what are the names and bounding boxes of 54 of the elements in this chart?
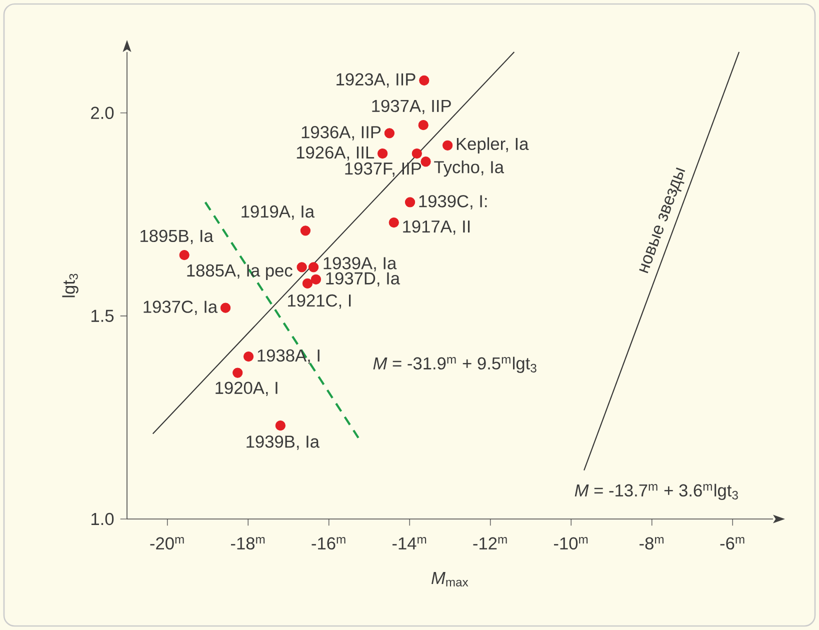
annotation: 1895B, Ia: [140, 230, 214, 244]
x-tick-label: -10$^{m}$: [554, 537, 588, 550]
x-tick-label: -6$^{m}$: [720, 537, 744, 550]
point: [418, 120, 428, 130]
annotation: 1920A, I: [216, 382, 278, 396]
point: [296, 262, 307, 272]
annotation: 1939A, Ia: [324, 257, 397, 272]
y-tick-label: 1.0: [92, 512, 114, 526]
annotation: 1885A, Ia pec: [187, 264, 292, 280]
annotation: M = -31.9$^{m}$ + 9.5$^{m}$lgt$_{3}$: [373, 356, 536, 373]
annotation: 1919A, Ia: [242, 205, 315, 220]
annotation: 1926A, IIL: [296, 146, 374, 161]
annotation: 1937C, Ia: [144, 300, 218, 315]
annotation: M = -13.7$^{m}$ + 3.6$^{m}$lgt$_{3}$: [574, 484, 738, 500]
point: [420, 156, 431, 167]
point: [310, 274, 322, 284]
point: [388, 217, 399, 228]
annotation: 1939C, I:: [419, 195, 487, 210]
annotation: Kepler, Ia: [456, 137, 529, 154]
point: [300, 226, 311, 236]
point: [243, 351, 254, 362]
x-tick-label: -12$^{m}$: [473, 537, 507, 550]
x-tick-label: -20$^{m}$: [150, 537, 184, 550]
annotation: 1936A, IIP: [302, 126, 381, 140]
x-tick-label: -16$^{m}$: [312, 537, 346, 550]
point: [419, 75, 430, 86]
point: [220, 302, 231, 313]
y-axis-title: lgt$_{3}$: [62, 274, 78, 298]
x-tick-label: -8$^{m}$: [640, 537, 664, 550]
point: [179, 250, 190, 260]
annotation: 1921C, I: [288, 294, 351, 309]
text: новые звезды: [639, 167, 686, 274]
y-tick-label: 2.0: [91, 106, 114, 120]
annotation: 1917A, II: [403, 220, 470, 235]
annotation: 1937F, IIP: [345, 162, 422, 177]
annotation: Tycho, Ia: [434, 160, 504, 177]
annotation: 1937A, IIP: [372, 100, 451, 114]
point: [302, 278, 313, 289]
point: [404, 197, 416, 208]
point: [275, 420, 286, 431]
point: [384, 128, 395, 138]
x-tick-label: -18$^{m}$: [230, 537, 265, 550]
annotation: 1939B, Ia: [246, 436, 320, 450]
point: [378, 148, 388, 159]
annotation: 1923A, IIP: [336, 73, 416, 88]
point: [442, 140, 453, 150]
x-tick-label: -14$^{m}$: [392, 537, 426, 550]
point: [308, 262, 319, 272]
annotation: 1937D, Ia: [326, 272, 400, 287]
x-axis-title: M$_{max}$: [432, 572, 468, 586]
point: [232, 368, 243, 378]
point: [412, 148, 422, 159]
y-tick-label: 1.5: [92, 310, 114, 322]
annotation: 1938A, I: [258, 349, 320, 364]
